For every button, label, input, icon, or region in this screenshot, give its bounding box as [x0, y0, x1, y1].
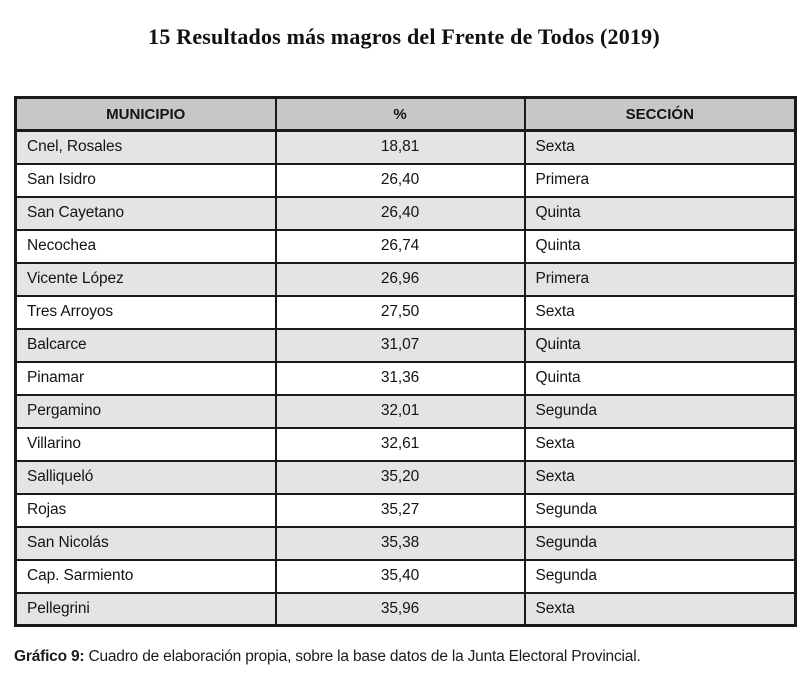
table-row: Tres Arroyos 27,50 Sexta	[14, 294, 797, 330]
seccion-cell: Primera	[523, 261, 797, 297]
municipio-cell: Cnel, Rosales	[14, 129, 277, 165]
seccion-cell: Primera	[523, 162, 797, 198]
seccion-cell: Quinta	[523, 360, 797, 396]
percent-cell: 26,96	[274, 261, 526, 297]
table-row: Necochea 26,74 Quinta	[14, 228, 797, 264]
municipio-cell: Pergamino	[14, 393, 277, 429]
seccion-cell: Segunda	[523, 492, 797, 528]
percent-cell: 35,40	[274, 558, 526, 594]
table-row: Cap. Sarmiento 35,40 Segunda	[14, 558, 797, 594]
percent-cell: 35,96	[274, 591, 526, 627]
results-table: MUNICIPIO % SECCIÓN Cnel, Rosales 18,81 Se…	[14, 96, 797, 627]
table-row: San Cayetano 26,40 Quinta	[14, 195, 797, 231]
seccion-cell: Sexta	[523, 426, 797, 462]
percent-cell: 26,40	[274, 162, 526, 198]
municipio-cell: San Cayetano	[14, 195, 277, 231]
page-title: 15 Resultados más magros del Frente de T…	[148, 24, 660, 49]
table-row: San Nicolás 35,38 Segunda	[14, 525, 797, 561]
municipio-cell: San Isidro	[14, 162, 277, 198]
municipio-cell: Tres Arroyos	[14, 294, 277, 330]
municipio-cell: Necochea	[14, 228, 277, 264]
seccion-cell: Sexta	[523, 459, 797, 495]
percent-cell: 32,01	[274, 393, 526, 429]
percent-cell: 27,50	[274, 294, 526, 330]
municipio-cell: Balcarce	[14, 327, 277, 363]
percent-cell: 35,38	[274, 525, 526, 561]
municipio-cell: Pellegrini	[14, 591, 277, 627]
table-row: Salliqueló 35,20 Sexta	[14, 459, 797, 495]
municipio-cell: Vicente López	[14, 261, 277, 297]
seccion-cell: Segunda	[523, 558, 797, 594]
seccion-cell: Quinta	[523, 228, 797, 264]
table-row: Rojas 35,27 Segunda	[14, 492, 797, 528]
table-row: Vicente López 26,96 Primera	[14, 261, 797, 297]
percent-cell: 35,27	[274, 492, 526, 528]
seccion-cell: Quinta	[523, 195, 797, 231]
seccion-cell: Sexta	[523, 294, 797, 330]
table-body: Cnel, Rosales 18,81 Sexta San Isidro 26,40 Pr…	[14, 129, 797, 627]
table-row: Villarino 32,61 Sexta	[14, 426, 797, 462]
seccion-cell: Segunda	[523, 393, 797, 429]
municipio-cell: Salliqueló	[14, 459, 277, 495]
seccion-cell: Sexta	[523, 591, 797, 627]
caption-label: Gráfico 9:	[14, 648, 85, 665]
column-header-municipio: MUNICIPIO	[14, 96, 277, 132]
table-row: Pellegrini 35,96 Sexta	[14, 591, 797, 627]
percent-cell: 31,07	[274, 327, 526, 363]
table-header: MUNICIPIO % SECCIÓN	[14, 96, 797, 132]
seccion-cell: Segunda	[523, 525, 797, 561]
municipio-cell: Rojas	[14, 492, 277, 528]
column-header-seccion: SECCIÓN	[523, 96, 797, 132]
percent-cell: 32,61	[274, 426, 526, 462]
percent-cell: 31,36	[274, 360, 526, 396]
table-row: San Isidro 26,40 Primera	[14, 162, 797, 198]
municipio-cell: San Nicolás	[14, 525, 277, 561]
municipio-cell: Cap. Sarmiento	[14, 558, 277, 594]
column-header-percent: %	[274, 96, 526, 132]
figure-caption: Gráfico 9: Cuadro de elaboración propia,…	[14, 648, 641, 666]
seccion-cell: Sexta	[523, 129, 797, 165]
municipio-cell: Pinamar	[14, 360, 277, 396]
percent-cell: 26,40	[274, 195, 526, 231]
percent-cell: 35,20	[274, 459, 526, 495]
table-header-row: MUNICIPIO % SECCIÓN	[14, 96, 797, 132]
seccion-cell: Quinta	[523, 327, 797, 363]
table-row: Pergamino 32,01 Segunda	[14, 393, 797, 429]
percent-cell: 26,74	[274, 228, 526, 264]
table-row: Cnel, Rosales 18,81 Sexta	[14, 129, 797, 165]
percent-cell: 18,81	[274, 129, 526, 165]
table-row: Balcarce 31,07 Quinta	[14, 327, 797, 363]
municipio-cell: Villarino	[14, 426, 277, 462]
caption-text: Cuadro de elaboración propia, sobre la b…	[84, 648, 641, 665]
table-row: Pinamar 31,36 Quinta	[14, 360, 797, 396]
